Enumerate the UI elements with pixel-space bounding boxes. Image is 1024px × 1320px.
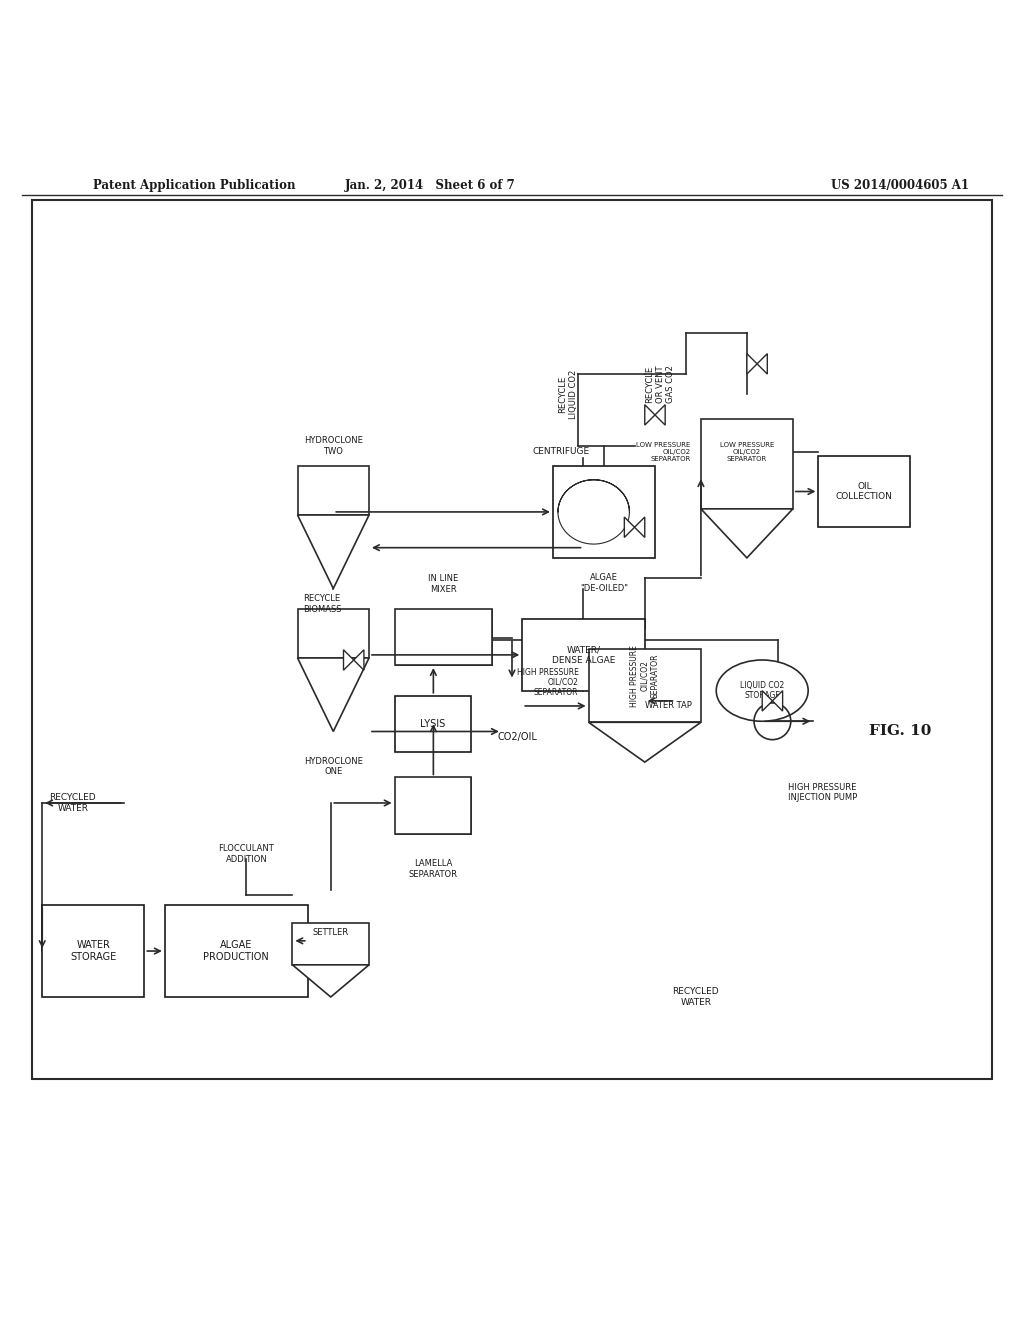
Polygon shape xyxy=(762,690,772,711)
Text: LIQUID CO2
STORAGE: LIQUID CO2 STORAGE xyxy=(740,681,784,701)
Text: WATER/
DENSE ALGAE: WATER/ DENSE ALGAE xyxy=(552,645,615,664)
Text: LOW PRESSURE
OIL/CO2
SEPARATOR: LOW PRESSURE OIL/CO2 SEPARATOR xyxy=(720,442,774,462)
Text: WATER
STORAGE: WATER STORAGE xyxy=(71,940,117,962)
Bar xyxy=(394,777,471,834)
Polygon shape xyxy=(298,515,369,589)
FancyBboxPatch shape xyxy=(522,619,645,690)
Polygon shape xyxy=(293,965,369,997)
Text: LOW PRESSURE
OIL/CO2
SEPARATOR: LOW PRESSURE OIL/CO2 SEPARATOR xyxy=(636,442,691,462)
Polygon shape xyxy=(298,657,369,731)
FancyBboxPatch shape xyxy=(818,455,910,527)
FancyBboxPatch shape xyxy=(165,906,308,997)
Text: RECYCLE
BIOMASS: RECYCLE BIOMASS xyxy=(303,594,341,614)
Text: RECYCLED
WATER: RECYCLED WATER xyxy=(673,987,719,1007)
Text: CO2/OIL: CO2/OIL xyxy=(498,731,537,742)
Bar xyxy=(394,609,492,665)
Bar xyxy=(700,418,793,508)
Text: US 2014/0004605 A1: US 2014/0004605 A1 xyxy=(831,178,969,191)
Text: ALGAE
PRODUCTION: ALGAE PRODUCTION xyxy=(204,940,269,962)
Text: HYDROCLONE
ONE: HYDROCLONE ONE xyxy=(304,756,362,776)
FancyBboxPatch shape xyxy=(394,696,471,752)
Text: RECYCLE
OR VENT
GAS CO2: RECYCLE OR VENT GAS CO2 xyxy=(645,366,675,403)
Text: FIG. 10: FIG. 10 xyxy=(869,725,931,738)
Text: IN LINE
MIXER: IN LINE MIXER xyxy=(428,574,458,594)
Text: ALGAE
"DE-OILED": ALGAE "DE-OILED" xyxy=(580,573,628,593)
Bar xyxy=(589,649,700,722)
Text: HIGH PRESSURE
OIL/CO2
SEPARATOR: HIGH PRESSURE OIL/CO2 SEPARATOR xyxy=(630,645,659,706)
Polygon shape xyxy=(343,649,353,671)
Bar xyxy=(298,609,369,657)
Bar xyxy=(293,924,369,965)
Text: FLOCCULANT
ADDITION: FLOCCULANT ADDITION xyxy=(218,845,274,863)
Text: HIGH PRESSURE
OIL/CO2
SEPARATOR: HIGH PRESSURE OIL/CO2 SEPARATOR xyxy=(516,668,579,697)
Polygon shape xyxy=(589,722,700,762)
Text: RECYCLED
WATER: RECYCLED WATER xyxy=(49,793,96,813)
Polygon shape xyxy=(645,405,655,425)
Text: LYSIS: LYSIS xyxy=(420,719,445,729)
Text: CENTRIFUGE: CENTRIFUGE xyxy=(532,446,590,455)
Polygon shape xyxy=(655,405,666,425)
Ellipse shape xyxy=(716,660,808,721)
Polygon shape xyxy=(635,517,645,537)
Text: Patent Application Publication: Patent Application Publication xyxy=(93,178,296,191)
Polygon shape xyxy=(772,690,782,711)
FancyBboxPatch shape xyxy=(42,906,144,997)
Polygon shape xyxy=(700,508,793,558)
FancyBboxPatch shape xyxy=(553,466,655,558)
Text: RECYCLE
LIQUID CO2: RECYCLE LIQUID CO2 xyxy=(558,370,578,420)
Bar xyxy=(298,466,369,515)
Text: LAMELLA
SEPARATOR: LAMELLA SEPARATOR xyxy=(409,859,458,879)
Polygon shape xyxy=(353,649,364,671)
Text: HYDROCLONE
TWO: HYDROCLONE TWO xyxy=(304,437,362,455)
Polygon shape xyxy=(625,517,635,537)
Text: HIGH PRESSURE
INJECTION PUMP: HIGH PRESSURE INJECTION PUMP xyxy=(787,783,857,803)
Polygon shape xyxy=(746,354,757,374)
Polygon shape xyxy=(757,354,767,374)
Text: WATER TAP: WATER TAP xyxy=(645,701,691,710)
Text: SETTLER: SETTLER xyxy=(312,928,349,937)
Text: OIL
COLLECTION: OIL COLLECTION xyxy=(836,482,893,502)
Text: Jan. 2, 2014   Sheet 6 of 7: Jan. 2, 2014 Sheet 6 of 7 xyxy=(345,178,516,191)
